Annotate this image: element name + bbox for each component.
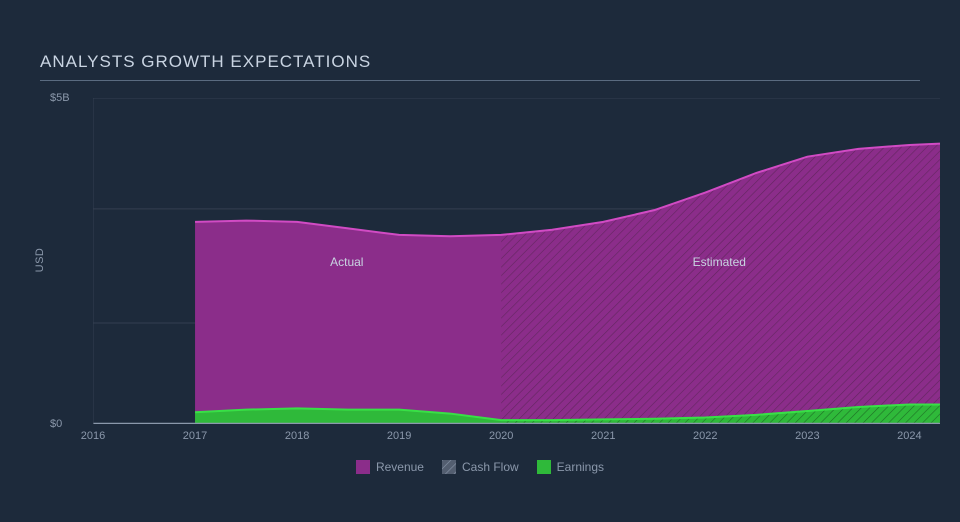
x-tick: 2021 [591, 430, 615, 442]
legend-label-cashflow: Cash Flow [462, 460, 519, 474]
x-tick: 2023 [795, 430, 819, 442]
estimated-region-label: Estimated [693, 255, 746, 269]
x-tick: 2024 [897, 430, 921, 442]
y-axis-label: USD [34, 248, 46, 273]
plot-area: Actual Estimated [93, 98, 940, 424]
legend-item-earnings: Earnings [537, 460, 604, 474]
title-bar: ANALYSTS GROWTH EXPECTATIONS [40, 52, 920, 81]
y-tick: $5B [50, 92, 105, 104]
x-tick: 2017 [183, 430, 207, 442]
legend-label-earnings: Earnings [557, 460, 604, 474]
x-tick: 2022 [693, 430, 717, 442]
revenue-swatch-icon [356, 460, 370, 474]
plot-svg [93, 98, 940, 424]
revenue-area [195, 144, 940, 424]
legend-item-revenue: Revenue [356, 460, 424, 474]
actual-region-label: Actual [330, 255, 363, 269]
x-tick: 2018 [285, 430, 309, 442]
earnings-swatch-icon [537, 460, 551, 474]
x-tick: 2019 [387, 430, 411, 442]
title-rule [40, 80, 920, 81]
legend-label-revenue: Revenue [376, 460, 424, 474]
cashflow-swatch-icon [442, 460, 456, 474]
x-axis: 201620172018201920202021202220232024 [93, 424, 940, 444]
x-tick: 2020 [489, 430, 513, 442]
legend: Revenue Cash Flow Earnings [0, 460, 960, 474]
x-tick: 2016 [81, 430, 105, 442]
legend-item-cashflow: Cash Flow [442, 460, 519, 474]
chart-title: ANALYSTS GROWTH EXPECTATIONS [40, 52, 920, 80]
y-tick: $0 [50, 418, 105, 430]
growth-expectations-chart: ANALYSTS GROWTH EXPECTATIONS USD [0, 0, 960, 522]
